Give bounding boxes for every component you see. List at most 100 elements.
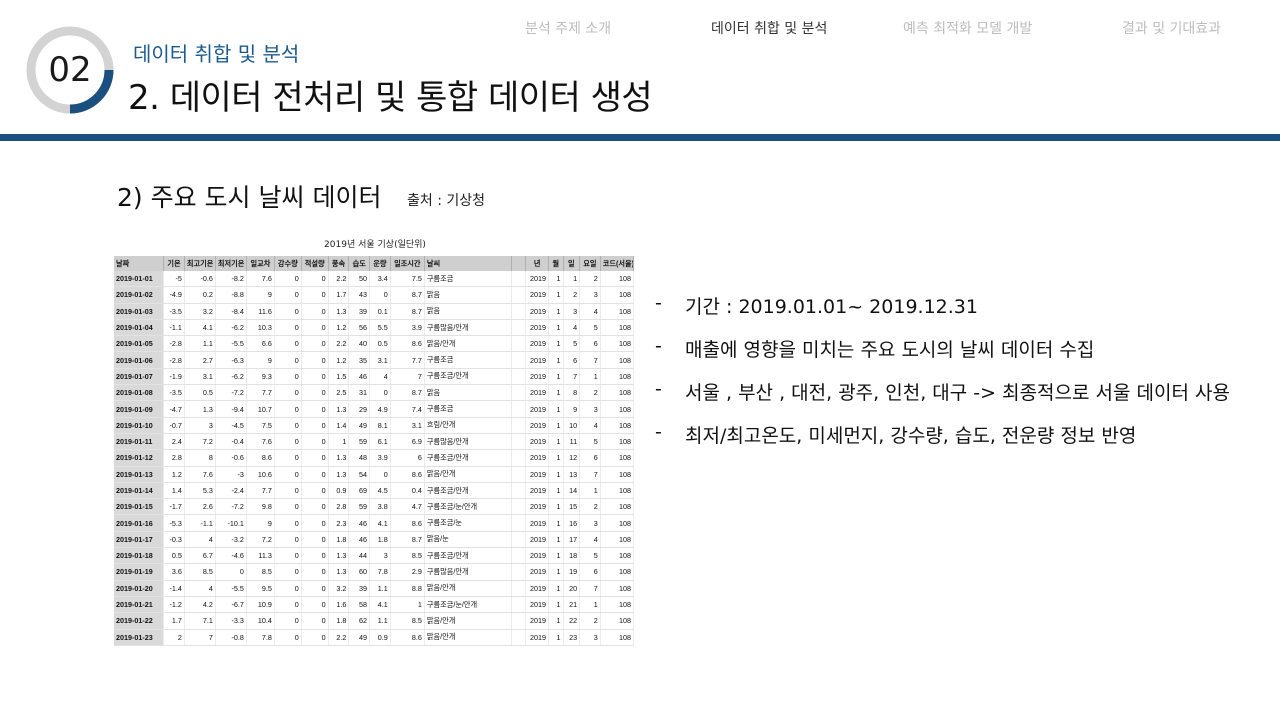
table-cell: 7.6 [246,433,275,451]
table-cell: 2019-01-23 [114,629,165,646]
table-cell: 맑음/눈 [424,531,512,549]
table-cell: 1 [548,466,564,483]
table-cell: 8.6 [390,466,425,483]
tab-results[interactable]: 결과 및 기대효과 [1122,21,1222,37]
table-cell: 0 [301,351,329,369]
table-cell: 0 [301,335,329,353]
table-row: 2019-01-21 -1.2 4.2 -6.7 10.9 0 0 1.6 58 4.1 1 구름조금… [114,596,635,614]
table-cell: 108 [600,498,635,516]
table-cell: -0.6 [215,449,247,467]
table-cell: 2019 [525,629,550,646]
table-cell [511,433,527,451]
table-cell: 1 [548,531,564,549]
table-cell: -3.3 [215,612,247,630]
table-row: 2019-01-17 -0.3 4 -3.2 7.2 0 0 1.8 46 1.8 8.7 맑음/눈 2… [114,531,635,549]
table-cell: -4.6 [215,547,247,565]
table-cell: 8 [563,384,581,402]
table-cell: -8.8 [215,286,247,304]
column-header: 최저기온 [215,256,247,271]
table-cell: 0 [301,286,329,304]
table-cell [511,563,527,581]
table-cell: 구름조금 [424,351,512,369]
table-cell: 0 [301,563,329,581]
table-cell: 4 [563,319,581,337]
table-cell: 59 [348,433,371,451]
table-cell: 1 [548,335,564,353]
bullet-text: 서울 , 부산 , 대전, 광주, 인천, 대구 -> 최종적으로 서울 데이터… [685,382,1230,404]
column-header: 일교차 [246,256,275,271]
table-cell: 1 [548,596,564,614]
table-cell: 0 [369,286,391,304]
table-row: 2019-01-05 -2.8 1.1 -5.5 6.6 0 0 2.2 40 0.5 8.6 맑음/… [114,335,635,353]
table-cell: 4 [184,531,216,549]
table-cell [511,319,527,337]
table-cell: 구름많음/안개 [424,563,512,581]
table-cell: 7.6 [184,466,216,483]
table-cell: 맑음/안개 [424,612,512,630]
column-header: 적설량 [301,256,329,271]
table-cell: 60 [348,563,371,581]
table-cell: 12 [563,449,581,467]
tab-data-collection[interactable]: 데이터 취합 및 분석 [711,21,828,37]
table-cell: 구름많음/안개 [424,433,512,451]
table-cell: 7.7 [390,351,425,369]
table-cell: 9.8 [246,498,275,516]
table-header-row: 날짜 기온 최고기온 최저기온 일교차 강수량 적설량 풍속 습도 운량 일조시간 날씨 년 월 일 요일 코드… [114,256,635,271]
table-cell: 0 [301,629,329,646]
table-cell: 39 [348,580,371,597]
table-cell: 2019 [525,612,550,630]
table-cell: 3.9 [369,449,391,467]
table-cell: 1 [548,580,564,597]
table-cell: 1 [548,319,564,337]
table-cell: 9.3 [246,368,275,386]
table-cell: 1 [548,417,564,434]
table-cell: 0 [301,433,329,451]
table-cell: 2019 [525,449,550,467]
table-cell: 108 [600,433,635,451]
table-cell: 5 [563,335,581,353]
table-cell: 2019 [525,466,550,483]
tab-model-development[interactable]: 예측 최적화 모델 개발 [903,21,1033,37]
table-cell: 2.8 [163,449,185,467]
table-cell: 16 [563,514,581,532]
table-cell: 2019 [525,368,550,386]
table-cell: 0 [301,384,329,402]
table-cell: 2.5 [328,384,350,402]
table-cell: 0 [301,368,329,386]
table-cell: 2019 [525,303,550,320]
bullet-text: 최저/최고온도, 미세먼지, 강수량, 습도, 전운량 정보 반영 [685,425,1137,447]
table-cell: 2.4 [163,433,185,451]
tab-analysis-topic[interactable]: 분석 주제 소개 [525,21,612,37]
table-cell: 8.8 [390,580,425,597]
table-cell: -5.5 [215,335,247,353]
table-cell: 2.2 [328,271,350,288]
table-cell: 1 [548,433,564,451]
table-cell: 46 [348,514,371,532]
table-cell: 9 [246,286,275,304]
table-cell: 1.3 [184,400,216,418]
table-cell: -1.1 [163,319,185,337]
table-cell: 2.3 [328,514,350,532]
table-cell: 3 [579,286,601,304]
table-cell: -3 [215,466,247,483]
column-header: 코드(서울) [600,256,635,271]
table-cell: 43 [348,286,371,304]
table-cell: -2.4 [215,482,247,500]
table-cell: 맑음/안개 [424,629,512,646]
table-cell: 구름조금/눈/안개 [424,596,512,614]
table-cell: 69 [348,482,371,500]
table-cell [511,384,527,402]
table-cell: 1 [579,368,601,386]
table-cell: 2019 [525,547,550,565]
table-cell: 7 [184,629,216,646]
table-cell: 2 [579,498,601,516]
table-cell: 2 [579,271,601,288]
table-cell: 35 [348,351,371,369]
table-cell: 0 [274,466,302,483]
table-cell [511,514,527,532]
table-cell [511,612,527,630]
table-cell: 1 [548,400,564,418]
table-cell: 1.2 [328,319,350,337]
column-header: 요일 [579,256,601,271]
table-cell: 0 [301,303,329,320]
